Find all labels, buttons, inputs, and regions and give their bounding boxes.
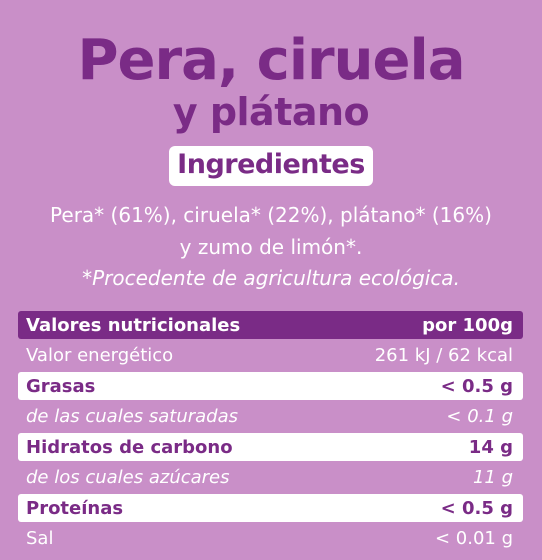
table-row-fat: Grasas < 0.5 g [18, 372, 523, 400]
table-row-sugars: de los cuales azúcares 11 g [18, 463, 523, 491]
ingredients-text-line-1: Pera* (61%), ciruela* (22%), plátano* (1… [50, 203, 492, 227]
nutrition-table-header: Valores nutricionales por 100g [18, 311, 523, 339]
row-label: Hidratos de carbono [26, 436, 233, 458]
row-value: < 0.5 g [440, 375, 513, 397]
row-label: de las cuales saturadas [26, 405, 239, 427]
row-value: < 0.5 g [440, 497, 513, 519]
ingredients-heading-wrap: Ingredientes [0, 146, 542, 186]
table-row-salt: Sal < 0.01 g [18, 524, 523, 552]
ingredients-heading: Ingredientes [169, 146, 373, 186]
row-value: < 0.1 g [446, 405, 513, 427]
table-row-saturated-fat: de las cuales saturadas < 0.1 g [18, 402, 523, 430]
table-row-carbohydrates: Hidratos de carbono 14 g [18, 433, 523, 461]
row-label: de los cuales azúcares [26, 466, 230, 488]
row-label: Proteínas [26, 497, 124, 519]
row-label: Valor energético [26, 344, 174, 366]
row-label: Grasas [26, 375, 96, 397]
table-row-energy: Valor energético 261 kJ / 62 kcal [18, 341, 523, 369]
row-value: < 0.01 g [434, 527, 513, 549]
nutrition-header-label: Valores nutricionales [26, 314, 241, 336]
table-row-protein: Proteínas < 0.5 g [18, 494, 523, 522]
nutrition-header-value: por 100g [422, 314, 513, 336]
row-label: Sal [26, 527, 54, 549]
row-value: 11 g [472, 466, 513, 488]
row-value: 261 kJ / 62 kcal [374, 344, 513, 366]
organic-footnote: *Procedente de agricultura ecológica. [82, 266, 460, 290]
product-title-line-2: y plátano [172, 90, 370, 134]
ingredients-text-line-2: y zumo de limón*. [179, 235, 363, 259]
row-value: 14 g [468, 436, 513, 458]
product-title-line-1: Pera, ciruela [77, 28, 465, 93]
